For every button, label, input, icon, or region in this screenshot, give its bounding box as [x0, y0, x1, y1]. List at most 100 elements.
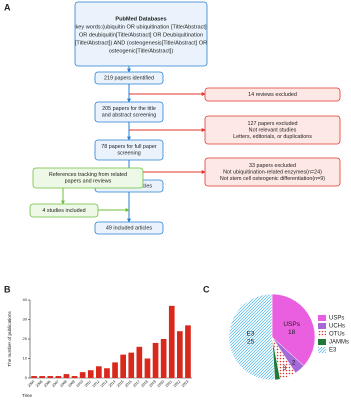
arrows [61, 66, 206, 223]
x-tick-label: 2013 [100, 380, 108, 388]
y-tick-label: 40 [23, 297, 28, 302]
x-tick-label: 2018 [140, 380, 148, 388]
bar [104, 368, 110, 378]
flow-text: 219 papers identified [104, 75, 154, 81]
bar [160, 339, 167, 378]
x-tick-label: 2022 [173, 380, 181, 388]
bar [87, 370, 94, 378]
flow-text: screening [117, 151, 140, 157]
flow-text: 33 papers excluded [249, 163, 296, 169]
bar [79, 372, 86, 378]
legend-label: OTUs [329, 332, 345, 338]
legend-swatch [318, 339, 326, 345]
bar [177, 331, 183, 378]
flow-box [204, 87, 341, 102]
slice-name: E3 [247, 330, 255, 337]
flow-text: and abstract screening [102, 113, 157, 119]
flow-box [204, 115, 341, 145]
legend-label: UCHs [329, 324, 345, 330]
flow-text: Not stem cell osteogenic differentiation… [220, 176, 325, 182]
slice-value: 2 [292, 359, 296, 366]
panel-label: A [4, 2, 11, 12]
slice-value: 25 [247, 338, 255, 345]
bar [96, 366, 102, 378]
bar [71, 376, 78, 378]
flow-text: 49 included articles [106, 225, 152, 231]
legend-label: JAMMs [329, 340, 349, 346]
flow-box [204, 157, 341, 187]
bar [112, 362, 118, 378]
flow-text: 78 papers for full paper [101, 144, 157, 150]
bar [39, 376, 45, 378]
slice-name: USPs [283, 321, 300, 328]
x-tick-label: 2008 [59, 380, 67, 388]
y-tick-label: 10 [23, 356, 28, 361]
flow-text: References tracking from related [49, 172, 127, 178]
bar [144, 358, 151, 378]
flow-box [94, 221, 164, 235]
y-tick-label: 30 [23, 317, 28, 322]
flow-box [94, 71, 164, 85]
pie-slice [271, 293, 316, 367]
panel-label: C [203, 284, 210, 294]
x-tick-label: 2020 [157, 380, 165, 388]
bar [31, 376, 37, 378]
legend-swatch [318, 323, 326, 329]
bar [47, 376, 54, 378]
bar [168, 305, 175, 378]
y-axis-label: The number of publications [7, 311, 12, 367]
bar [185, 325, 191, 378]
flow-box [29, 203, 99, 218]
bar [152, 342, 159, 378]
bar [63, 374, 70, 378]
x-tick-label: 2009 [67, 380, 75, 388]
flow-box [94, 139, 164, 161]
pie-slice [228, 293, 276, 381]
x-tick-label: 2007 [51, 380, 59, 388]
flow-text: Not ubiquitination-related enzymes(n=24) [223, 169, 322, 175]
legend-swatch [318, 347, 326, 353]
flow-text: Not relevant studies [249, 127, 297, 133]
x-tick-label: 2012 [92, 380, 100, 388]
bar [120, 354, 126, 378]
flow-box [74, 1, 208, 67]
x-tick-label: 2014 [108, 380, 116, 388]
flow-text: [Title/Abstract]) AND (osteogenesis[Titl… [75, 40, 207, 46]
legend-swatch [318, 331, 326, 337]
legend-swatch [318, 315, 326, 321]
flow-text: 205 papers for the title [102, 106, 156, 112]
bar [136, 346, 143, 378]
flow-text: 4 studies included [42, 208, 85, 214]
x-tick-label: 2016 [124, 380, 132, 388]
x-axis-label: Time [22, 393, 32, 398]
flow-text: 14 reviews excluded [248, 92, 297, 98]
bar [55, 376, 62, 378]
x-tick-label: 2023 [181, 380, 189, 388]
legend-label: USPs [329, 316, 344, 322]
x-tick-label: 2017 [132, 380, 140, 388]
legend-label: E3 [329, 348, 337, 354]
flow-text: PubMed Databases [115, 16, 166, 22]
flow-text: key words:(ubiquitin OR ubiquitination [… [76, 24, 207, 30]
x-tick-label: 2010 [76, 380, 84, 388]
flow-text: Letters, editorials, or duplications [233, 134, 312, 140]
panel-label: B [4, 284, 11, 294]
x-tick-label: 2006 [43, 380, 51, 388]
flow-text: osteogenic[Title/Abstract]) [109, 48, 174, 54]
y-tick-label: 20 [23, 336, 28, 341]
slice-value: 3 [283, 365, 287, 372]
bar [128, 352, 135, 378]
x-tick-label: 2011 [84, 380, 92, 388]
flow-text: papers and reviews [65, 179, 112, 185]
x-tick-label: 2015 [116, 380, 124, 388]
x-tick-label: 2005 [35, 380, 43, 388]
x-tick-label: 2019 [148, 380, 156, 388]
slice-value: 18 [288, 329, 296, 336]
flow-text: OR deubiquitin[Title/Abstract] OR Deubiq… [79, 32, 203, 38]
x-tick-label: 2004 [27, 380, 35, 388]
flow-box [94, 101, 164, 123]
flow-box [32, 167, 144, 189]
flow-text: 127 papers excluded [247, 121, 297, 127]
y-tick-label: 0 [25, 375, 28, 380]
